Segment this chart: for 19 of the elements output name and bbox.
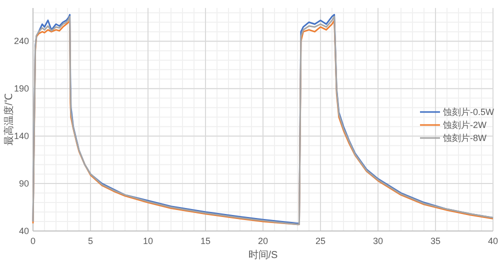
x-tick-label: 40 <box>488 236 498 246</box>
x-tick-label: 0 <box>30 236 36 246</box>
x-tick-label: 35 <box>430 236 441 246</box>
x-axis-title: 时间/S <box>248 249 278 261</box>
x-tick-label: 25 <box>315 236 326 246</box>
x-tick-label: 15 <box>200 236 211 246</box>
legend-label: 蚀刻片-8W <box>443 133 487 143</box>
y-axis-title: 最高温度/℃ <box>3 94 15 146</box>
x-tick-label: 5 <box>88 236 94 246</box>
y-tick-label: 240 <box>14 36 29 46</box>
x-tick-label: 10 <box>142 236 154 246</box>
y-tick-label: 140 <box>14 131 29 142</box>
x-tick-label: 20 <box>258 236 268 246</box>
y-tick-label: 40 <box>18 226 29 236</box>
legend-label: 蚀刻片-0.5W <box>443 107 495 117</box>
y-tick-label: 190 <box>14 84 29 94</box>
legend-label: 蚀刻片-2W <box>443 120 487 130</box>
y-tick-label: 90 <box>18 178 29 189</box>
x-tick-label: 30 <box>372 236 384 246</box>
